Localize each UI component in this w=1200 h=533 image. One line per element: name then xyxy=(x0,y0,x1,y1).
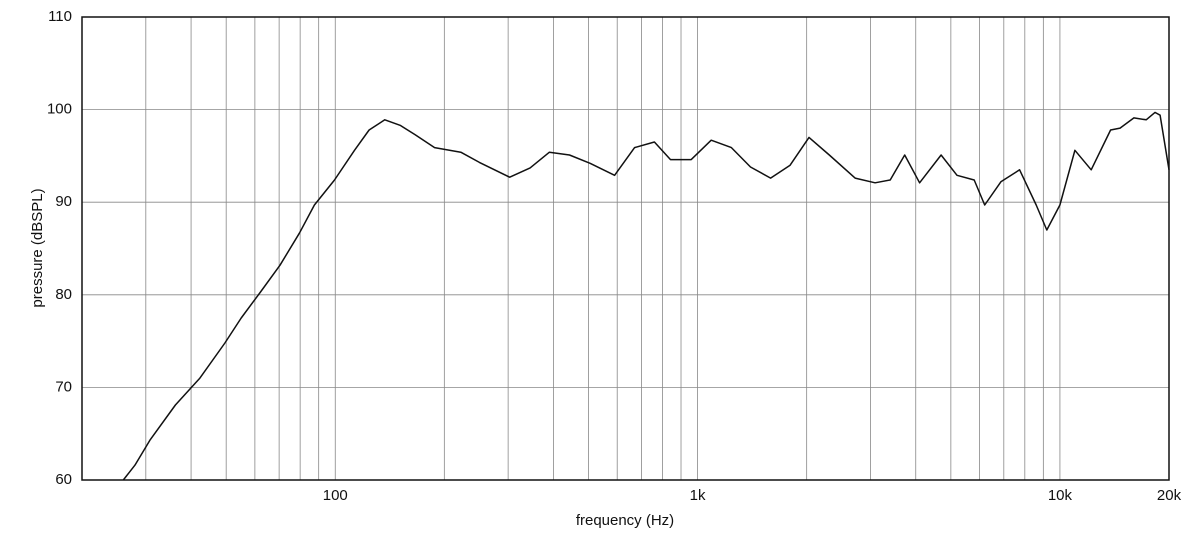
x-axis-label: frequency (Hz) xyxy=(576,512,674,529)
plot-frame xyxy=(81,16,1170,481)
x-tick-label: 20k xyxy=(1157,487,1182,504)
x-tick-label: 10k xyxy=(1048,487,1073,504)
response-curve xyxy=(122,111,1170,481)
y-tick-label: 90 xyxy=(55,193,72,210)
x-tick-label: 100 xyxy=(323,487,348,504)
y-tick-label: 110 xyxy=(48,8,72,25)
y-tick-label: 100 xyxy=(47,101,72,118)
y-tick-label: 80 xyxy=(55,286,72,303)
x-tick-label: 1k xyxy=(690,487,706,504)
y-tick-label: 70 xyxy=(55,378,72,395)
y-tick-label: 60 xyxy=(55,471,72,488)
y-axis-label: pressure (dBSPL) xyxy=(29,188,46,307)
